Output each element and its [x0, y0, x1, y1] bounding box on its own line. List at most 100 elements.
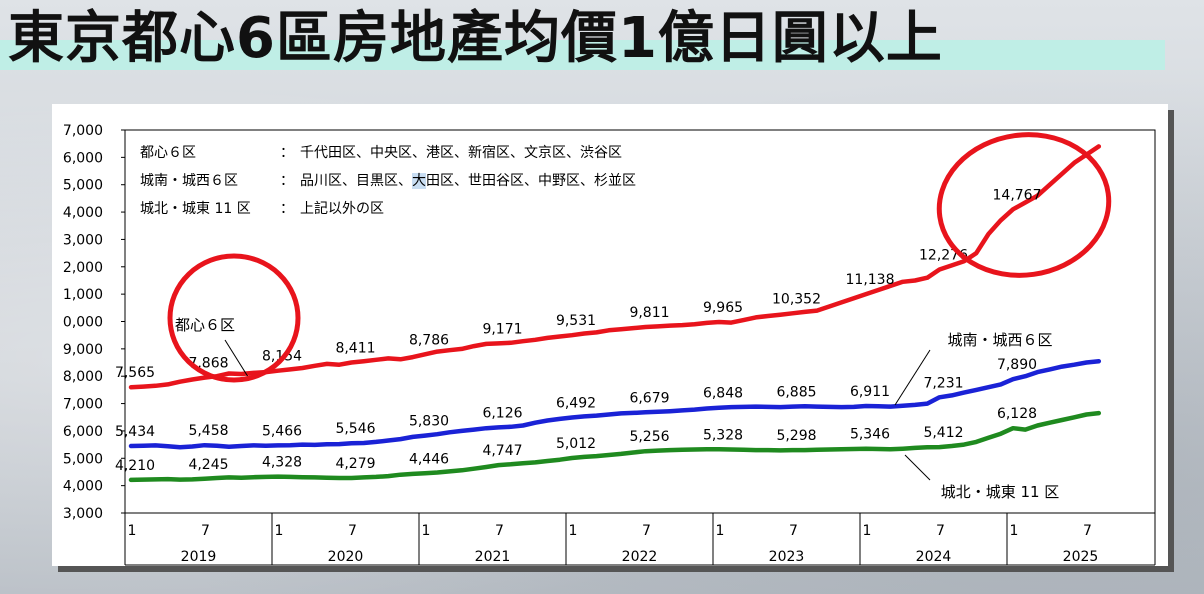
- y-tick-label: 6,000: [63, 150, 103, 166]
- y-tick-label: 4,000: [63, 479, 103, 495]
- x-year-label: 2021: [475, 549, 511, 565]
- legend-row: 城北・城東 11 区 ： 上記以外の区: [140, 198, 636, 226]
- legend-value-highlight: 大: [412, 173, 426, 189]
- legend-value: 品川区、目黒区、: [300, 173, 412, 189]
- data-label: 11,138: [846, 272, 895, 288]
- x-year-label: 2025: [1063, 549, 1099, 565]
- data-label: 5,466: [262, 423, 302, 439]
- y-tick-label: 3,000: [63, 506, 103, 522]
- leader-line: [904, 454, 931, 481]
- data-label: 5,256: [629, 429, 669, 445]
- data-label: 4,328: [262, 455, 302, 471]
- data-label: 6,126: [482, 405, 522, 421]
- data-label: 4,210: [115, 458, 155, 474]
- data-label: 6,848: [703, 386, 743, 402]
- x-month-label: 7: [495, 523, 504, 539]
- data-label: 14,767: [993, 187, 1042, 203]
- x-month-label: 7: [936, 523, 945, 539]
- data-label: 4,747: [482, 443, 522, 459]
- y-tick-label: 4,000: [63, 205, 103, 221]
- legend-row: 都心６区 ： 千代田区、中央区、港区、新宿区、文京区、渋谷区: [140, 142, 636, 170]
- series-line: [128, 358, 1102, 450]
- data-label: 6,492: [556, 396, 596, 412]
- data-label: 4,446: [409, 451, 449, 467]
- y-tick-label: 3,000: [63, 232, 103, 248]
- y-tick-label: 5,000: [63, 451, 103, 467]
- series-name-label: 城北・城東 11 区: [941, 483, 1060, 501]
- data-label: 7,565: [115, 365, 155, 381]
- x-month-label: 7: [201, 523, 210, 539]
- legend-row: 城南・城西６区 ： 品川区、目黒区、大田区、世田谷区、中野区、杉並区: [140, 170, 636, 198]
- title-highlight-band: [0, 40, 1165, 70]
- data-label: 5,830: [409, 414, 449, 430]
- legend-colon: ：: [280, 173, 294, 189]
- y-tick-label: 9,000: [63, 342, 103, 358]
- y-tick-label: 2,000: [63, 260, 103, 276]
- x-month-label: 7: [789, 523, 798, 539]
- y-tick-label: 7,000: [63, 123, 103, 139]
- data-label: 9,531: [556, 313, 596, 329]
- y-tick-label: 1,000: [63, 287, 103, 303]
- data-label: 9,965: [703, 300, 743, 316]
- y-tick-label: 0,000: [63, 315, 103, 331]
- x-year-label: 2022: [622, 549, 658, 565]
- data-label: 5,412: [923, 425, 963, 441]
- y-tick-label: 7,000: [63, 397, 103, 413]
- legend-colon: ：: [280, 145, 294, 161]
- x-month-label: 7: [348, 523, 357, 539]
- annotations: [167, 132, 1112, 383]
- chart-panel: [52, 104, 1168, 566]
- legend-value: 上記以外の区: [300, 201, 384, 217]
- series-name-label: 都心６区: [175, 316, 235, 334]
- series-lines: [128, 144, 1102, 483]
- data-label: 8,411: [335, 341, 375, 357]
- x-month-label: 1: [863, 523, 872, 539]
- legend-colon: ：: [280, 201, 294, 217]
- legend-value-rest: 田区、世田谷区、中野区、杉並区: [426, 173, 636, 189]
- y-tick-label: 8,000: [63, 369, 103, 385]
- x-month-label: 1: [569, 523, 578, 539]
- data-label: 4,279: [335, 456, 375, 472]
- x-month-label: 7: [642, 523, 651, 539]
- data-label: 6,885: [776, 385, 816, 401]
- legend-key: 城南・城西６区: [140, 173, 238, 189]
- data-label: 5,328: [703, 427, 743, 443]
- highlight-circle: [936, 132, 1112, 278]
- series-line: [128, 410, 1102, 483]
- x-month-label: 1: [1010, 523, 1019, 539]
- chart-legend: 都心６区 ： 千代田区、中央区、港区、新宿区、文京区、渋谷区 城南・城西６区 ： 品川区…: [140, 142, 636, 226]
- x-year-label: 2020: [328, 549, 364, 565]
- data-label: 10,352: [772, 291, 821, 307]
- x-year-label: 2024: [916, 549, 952, 565]
- x-month-label: 1: [716, 523, 725, 539]
- data-label: 6,128: [997, 406, 1037, 422]
- y-tick-label: 6,000: [63, 424, 103, 440]
- x-year-label: 2019: [181, 549, 217, 565]
- data-label: 6,911: [850, 384, 890, 400]
- data-label: 5,346: [850, 427, 890, 443]
- series-name-label: 城南・城西６区: [947, 331, 1052, 349]
- data-label: 9,811: [629, 305, 669, 321]
- leader-line: [224, 339, 251, 381]
- highlight-circle: [167, 253, 301, 383]
- x-month-label: 1: [128, 523, 137, 539]
- data-label: 8,786: [409, 332, 449, 348]
- data-label: 9,171: [482, 321, 522, 337]
- data-label: 5,434: [115, 424, 155, 440]
- data-label: 7,890: [997, 357, 1037, 373]
- data-label: 6,679: [629, 390, 669, 406]
- legend-value: 千代田区、中央区、港区、新宿区、文京区、渋谷区: [300, 145, 622, 161]
- legend-key: 都心６区: [140, 145, 196, 161]
- data-label: 5,546: [335, 421, 375, 437]
- y-tick-label: 5,000: [63, 178, 103, 194]
- series-line: [128, 144, 1102, 390]
- leader-line: [894, 349, 931, 406]
- chart-axes: 3,000 4,000 5,000 6,000 7,000 8,000 9,000 0,000…: [63, 123, 1156, 566]
- data-label: 7,231: [923, 375, 963, 391]
- data-label: 4,245: [188, 457, 228, 473]
- page-title: 東京都心6區房地產均價1億日圓以上: [8, 6, 943, 71]
- data-label: 5,458: [188, 423, 228, 439]
- data-label: 5,298: [776, 428, 816, 444]
